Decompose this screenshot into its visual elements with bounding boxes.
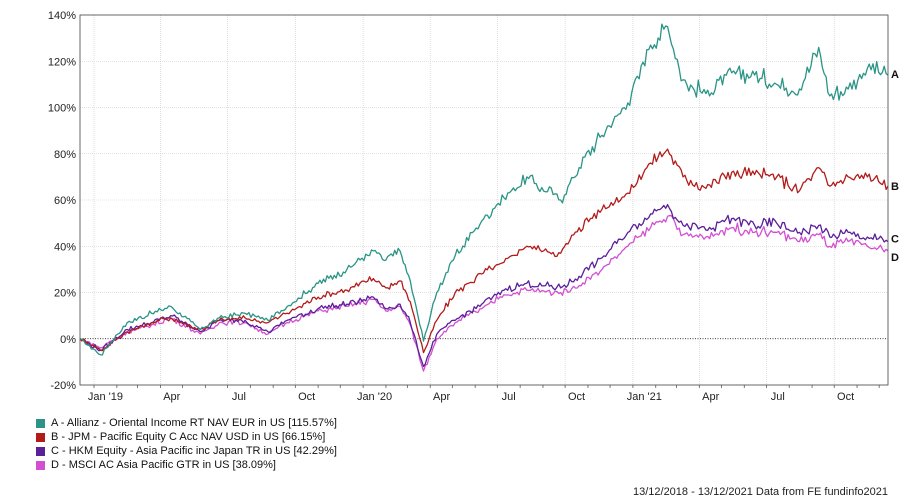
legend-label: D - MSCI AC Asia Pacific GTR in US [38.0… bbox=[51, 459, 276, 471]
y-tick-label: -20% bbox=[50, 380, 76, 392]
series-end-label-b: B bbox=[891, 181, 899, 193]
legend-swatch bbox=[36, 418, 45, 428]
legend: A - Allianz - Oriental Income RT NAV EUR… bbox=[36, 416, 337, 472]
x-tick-label: Apr bbox=[163, 391, 180, 403]
x-tick-labels: Jan '19 Apr Jul Oct Jan '20 Apr Jul Oct Jan '21 A… bbox=[88, 391, 854, 403]
series-end-label-d: D bbox=[891, 252, 899, 264]
x-tick-label: Jul bbox=[502, 391, 516, 403]
y-tick-label: 140% bbox=[48, 10, 76, 22]
legend-item: B - JPM - Pacific Equity C Acc NAV USD i… bbox=[36, 430, 337, 444]
legend-item: C - HKM Equity - Asia Pacific inc Japan … bbox=[36, 444, 337, 458]
line-chart: 140% 120% 100% 80% 60% 40% 20% 0% -20% Jan '19 Ap… bbox=[48, 10, 899, 403]
footer-source: 13/12/2018 - 13/12/2021 Data from FE fun… bbox=[632, 486, 888, 498]
series-line-a bbox=[79, 23, 889, 356]
x-tick-label: Oct bbox=[568, 391, 585, 403]
legend-swatch bbox=[36, 460, 45, 470]
y-tick-label: 120% bbox=[48, 56, 76, 68]
legend-swatch bbox=[36, 446, 45, 456]
axes bbox=[79, 14, 889, 388]
x-tick-label: Jan '20 bbox=[357, 391, 392, 403]
series-end-label-a: A bbox=[891, 69, 899, 81]
x-tick-label: Apr bbox=[702, 391, 719, 403]
x-tick-label: Apr bbox=[433, 391, 450, 403]
y-tick-label: 0% bbox=[60, 334, 76, 346]
legend-item: D - MSCI AC Asia Pacific GTR in US [38.0… bbox=[36, 458, 337, 472]
series-line-b bbox=[79, 148, 889, 354]
legend-swatch bbox=[36, 432, 45, 442]
y-tick-label: 100% bbox=[48, 103, 76, 115]
y-tick-label: 60% bbox=[54, 195, 76, 207]
plot-frame bbox=[79, 14, 889, 386]
x-tick-label: Jan '21 bbox=[627, 391, 662, 403]
series-end-label-c: C bbox=[891, 234, 899, 246]
y-tick-labels: 140% 120% 100% 80% 60% 40% 20% 0% -20% bbox=[48, 10, 76, 392]
series-lines bbox=[79, 23, 889, 372]
x-tick-label: Oct bbox=[298, 391, 315, 403]
x-tick-label: Jan '19 bbox=[88, 391, 123, 403]
x-tick-label: Jul bbox=[232, 391, 246, 403]
series-line-c bbox=[79, 203, 889, 368]
series-end-labels: DC B A bbox=[891, 69, 899, 264]
y-tick-label: 20% bbox=[54, 288, 76, 300]
series-line-d bbox=[79, 214, 889, 372]
legend-label: B - JPM - Pacific Equity C Acc NAV USD i… bbox=[51, 431, 326, 443]
legend-label: A - Allianz - Oriental Income RT NAV EUR… bbox=[51, 417, 337, 429]
legend-label: C - HKM Equity - Asia Pacific inc Japan … bbox=[51, 445, 337, 457]
legend-item: A - Allianz - Oriental Income RT NAV EUR… bbox=[36, 416, 337, 430]
y-tick-label: 40% bbox=[54, 241, 76, 253]
x-tick-label: Jul bbox=[771, 391, 785, 403]
x-tick-label: Oct bbox=[837, 391, 854, 403]
y-tick-label: 80% bbox=[54, 149, 76, 161]
